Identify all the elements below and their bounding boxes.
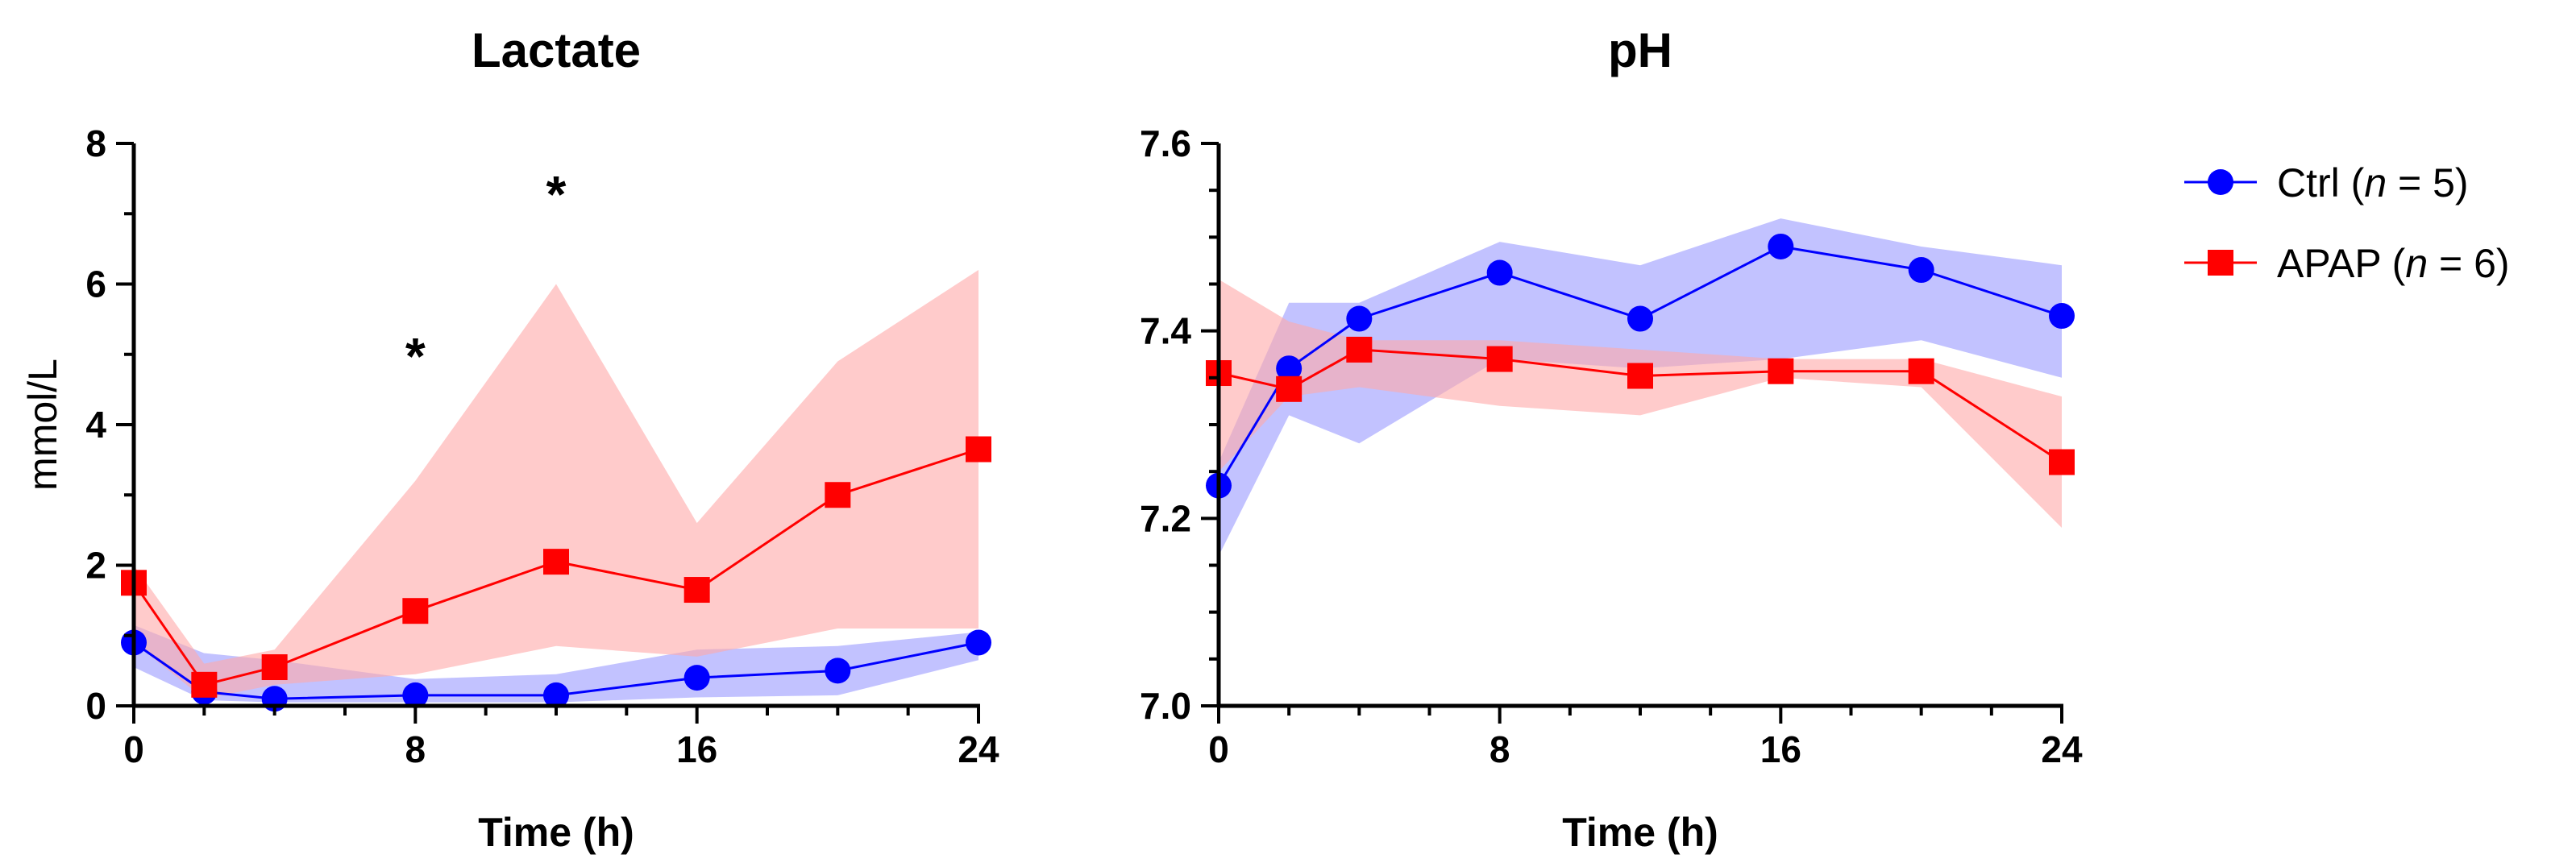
- point-lactate-ctrl-20h: [825, 658, 851, 684]
- y-tick-label-ph-7-4: 7.4: [1140, 310, 1191, 352]
- x-tick-label-lactate-8: 8: [405, 728, 426, 770]
- y-tick-label-lactate-6: 6: [85, 263, 106, 305]
- line-ph-ctrl: [1217, 245, 2063, 487]
- point-ph-ctrl-12h: [1627, 305, 1653, 332]
- legend-ctrl-marker: [2208, 169, 2233, 195]
- band-lactate-apap: [134, 270, 978, 699]
- point-ph-ctrl-24h: [2049, 303, 2075, 330]
- band-ph-ctrl: [1219, 218, 2062, 556]
- x-tick-label-ph-24: 24: [2041, 728, 2083, 770]
- x-axis-title-lactate: Time (h): [478, 810, 634, 855]
- x-axis-title-ph: Time (h): [1562, 810, 1718, 855]
- point-lactate-apap-20h: [825, 482, 851, 508]
- point-lactate-apap-2h: [191, 671, 218, 698]
- point-ph-ctrl-16h: [1768, 233, 1794, 259]
- x-tick-label-lactate-24: 24: [958, 728, 999, 770]
- y-tick-label-ph-7-2: 7.2: [1140, 497, 1191, 539]
- chart-ph: pH 0 8 16 24 7.0 7.2 7.4 7.6 Time (h): [1140, 23, 2083, 855]
- legend-apap-label: APAP (n = 6): [2277, 241, 2510, 286]
- point-lactate-apap-4h: [261, 654, 288, 681]
- x-tick-label-ph-16: 16: [1760, 728, 1801, 770]
- y-tick-label-lactate-2: 2: [85, 545, 106, 587]
- point-ph-apap-8h: [1486, 346, 1513, 372]
- point-ph-apap-24h: [2049, 449, 2075, 475]
- point-lactate-ctrl-8h: [402, 682, 429, 708]
- y-tick-label-lactate-0: 0: [85, 685, 106, 727]
- legend-item-apap: APAP (n = 6): [2184, 241, 2510, 286]
- point-ph-apap-20h: [1908, 358, 1934, 384]
- point-ph-apap-12h: [1627, 363, 1653, 389]
- legend: Ctrl (n = 5) APAP (n = 6): [2184, 160, 2510, 286]
- x-tick-label-ph-0: 0: [1208, 728, 1229, 770]
- point-lactate-ctrl-24h: [966, 629, 991, 656]
- point-lactate-ctrl-16h: [683, 665, 710, 691]
- point-ph-ctrl-4h: [1346, 305, 1373, 332]
- x-tick-label-ph-8: 8: [1490, 728, 1510, 770]
- legend-ctrl-label: Ctrl (n = 5): [2277, 160, 2469, 205]
- point-ph-apap-16h: [1768, 358, 1794, 384]
- significance-marker-lactate-1: *: [405, 327, 426, 385]
- y-tick-label-ph-7-6: 7.6: [1140, 122, 1191, 164]
- chart-title-lactate: Lactate: [472, 23, 641, 77]
- x-tick-label-lactate-16: 16: [676, 728, 717, 770]
- y-tick-label-ph-7-0: 7.0: [1140, 685, 1191, 727]
- point-lactate-apap-12h: [543, 549, 569, 575]
- y-axis-title-lactate: mmol/L: [20, 359, 65, 491]
- legend-item-ctrl: Ctrl (n = 5): [2184, 160, 2469, 205]
- significance-marker-lactate-2: *: [546, 165, 567, 223]
- point-lactate-ctrl-12h: [543, 682, 569, 708]
- y-tick-label-lactate-8: 8: [85, 122, 106, 164]
- point-lactate-apap-24h: [966, 436, 991, 463]
- legend-apap-marker: [2208, 250, 2233, 276]
- band-lactate-ctrl: [134, 624, 978, 703]
- x-tick-label-lactate-0: 0: [123, 728, 144, 770]
- point-ph-apap-4h: [1346, 336, 1373, 363]
- y-tick-label-lactate-4: 4: [85, 404, 106, 446]
- point-ph-ctrl-2h: [1276, 355, 1303, 382]
- point-lactate-apap-16h: [683, 577, 710, 604]
- point-lactate-apap-8h: [402, 598, 429, 624]
- point-ph-ctrl-8h: [1486, 259, 1513, 286]
- band-ph-apap: [1219, 279, 2062, 528]
- chart-title-ph: pH: [1608, 23, 1672, 77]
- point-ph-ctrl-20h: [1908, 257, 1934, 284]
- point-ph-apap-2h: [1276, 375, 1303, 402]
